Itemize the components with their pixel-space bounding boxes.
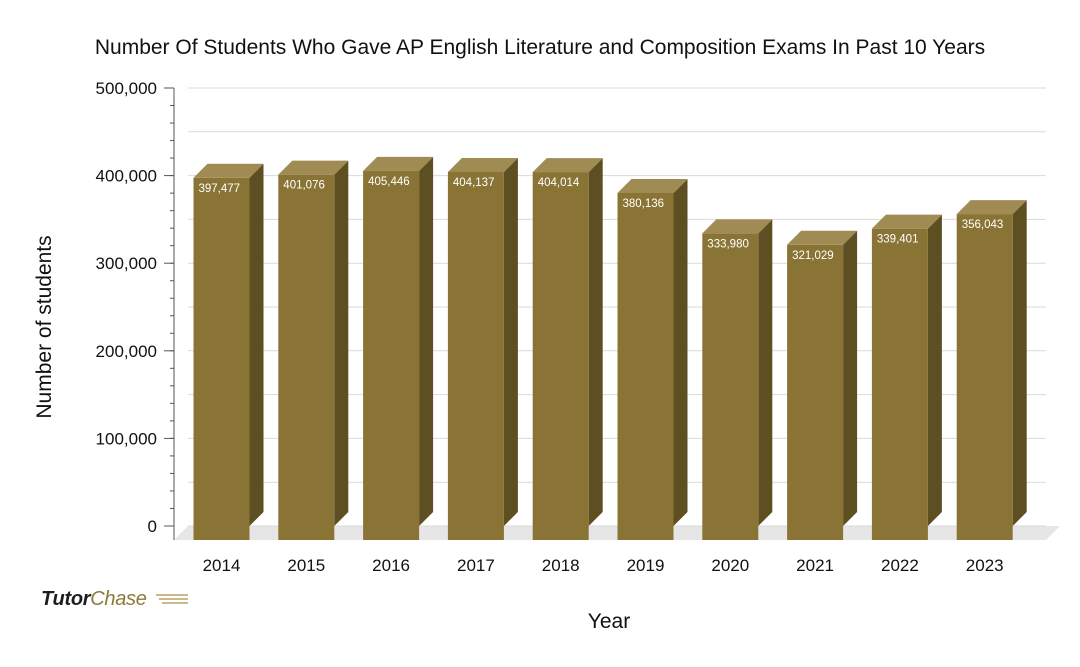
x-tick-label: 2018 [542,556,580,575]
bar-2021: 321,029 [787,230,858,540]
bar-front [617,193,674,541]
tutorchase-logo: TutorChase [41,588,188,611]
bar-top [871,214,942,229]
data-label: 333,980 [707,238,749,250]
bar-2020: 333,980 [702,219,773,540]
bar-top [447,157,518,172]
bar-side [588,158,603,526]
logo-text-tutor: Tutor [41,588,91,610]
bar-top [193,163,264,178]
bar-front [787,244,844,540]
x-tick-label: 2020 [711,556,749,575]
bar-side [673,179,688,527]
bars: 397,477 401,076 405,446 404,137 404,014 380,1… [193,156,1027,541]
x-tick-label: 2015 [287,556,325,575]
data-label: 380,136 [623,198,665,210]
y-tick-label: 400,000 [96,167,157,186]
bar-top [617,179,688,194]
bar-front [363,170,420,541]
bar-top [956,200,1027,215]
data-label: 404,137 [453,177,495,189]
data-label: 339,401 [877,234,919,246]
bar-top [702,219,773,234]
bar-side [927,214,942,526]
bar-front [193,177,250,540]
bar-front [447,171,504,540]
data-label: 356,043 [962,219,1004,231]
bar-2014: 397,477 [193,163,264,540]
x-axis-title: Year [588,610,630,633]
bar-2018: 404,014 [532,158,603,540]
bar-side [249,163,264,526]
data-label: 397,477 [199,183,241,195]
bar-side [843,230,858,526]
bar-side [1012,200,1027,527]
x-tick-label: 2016 [372,556,410,575]
data-label: 321,029 [792,250,834,262]
bar-front [702,233,759,540]
data-label: 401,076 [283,180,325,192]
bar-side [419,156,434,527]
x-tick-label: 2017 [457,556,495,575]
bar-front [871,228,928,540]
y-tick-label: 0 [148,517,157,536]
bar-2023: 356,043 [956,200,1027,541]
bar-2022: 339,401 [871,214,942,540]
bar-2015: 401,076 [278,160,349,541]
bar-top [532,158,603,173]
bar-top [363,156,434,171]
logo-text-chase: Chase [90,588,147,610]
data-label: 405,446 [368,176,410,188]
y-tick-label: 100,000 [96,429,157,448]
x-tick-label: 2022 [881,556,919,575]
bar-front [532,172,589,540]
bar-top [787,230,858,245]
x-tick-label: 2014 [203,556,241,575]
bar-front [278,174,335,541]
bar-side [334,160,349,527]
bar-top [278,160,349,175]
y-tick-label: 500,000 [96,79,157,98]
y-axis-title: Number of students [33,235,56,418]
x-tick-label: 2021 [796,556,834,575]
data-label: 404,014 [538,177,580,189]
x-tick-label: 2023 [966,556,1004,575]
bar-2016: 405,446 [363,156,434,541]
y-tick-label: 300,000 [96,254,157,273]
x-tick-label: 2019 [627,556,665,575]
y-axis: 0 100,000 200,000 300,000 400,000 500,000 [96,79,175,540]
bar-front [956,214,1013,541]
bar-2017: 404,137 [447,157,518,540]
bar-2019: 380,136 [617,179,688,541]
bar-side [758,219,773,526]
x-axis: 2014 2015 2016 2017 2018 2019 2020 2021 2022 2023 [203,556,1004,575]
y-tick-label: 200,000 [96,342,157,361]
bar-side [503,157,518,526]
logo-speed-lines-icon [155,594,188,604]
chart-title: Number Of Students Who Gave AP English L… [95,36,985,59]
